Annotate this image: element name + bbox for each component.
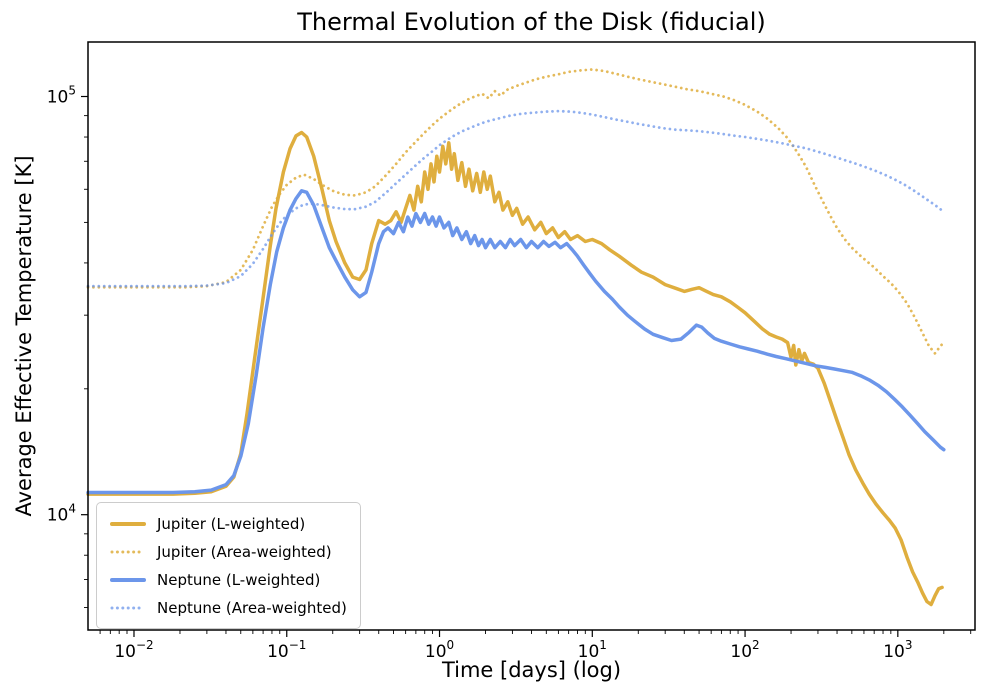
legend-item-jupiter-l-weighted: Jupiter (L-weighted) [110,511,347,536]
series-line-jupiter-l-weighted [86,130,944,607]
legend-item-jupiter-area-weighted: Jupiter (Area-weighted) [110,539,347,564]
legend-item-neptune-l-weighted: Neptune (L-weighted) [110,567,347,592]
legend-line-sample [110,577,146,582]
legend-item-neptune-area-weighted: Neptune (Area-weighted) [110,595,347,620]
series-line-neptune-l-weighted [86,189,946,495]
y-tick-label: 105 [47,84,76,108]
legend-line-sample [110,521,146,526]
legend-line-sample [110,606,146,609]
series-line-neptune-area-weighted [86,109,946,288]
legend-label: Jupiter (L-weighted) [157,514,306,533]
chart-title: Thermal Evolution of the Disk (fiducial) [297,8,766,36]
x-axis-label: Time [days] (log) [441,658,622,682]
legend-label: Jupiter (Area-weighted) [157,542,332,561]
legend-line-sample [110,550,146,553]
legend-label: Neptune (L-weighted) [157,570,321,589]
series-line-jupiter-area-weighted [86,68,946,355]
y-axis-label: Average Effective Temperature [K] [12,155,36,517]
y-tick-label: 104 [47,502,76,526]
x-tick-label: 100 [425,638,454,662]
legend: Jupiter (L-weighted) Jupiter (Area-weight… [96,502,361,629]
legend-label: Neptune (Area-weighted) [157,598,347,617]
